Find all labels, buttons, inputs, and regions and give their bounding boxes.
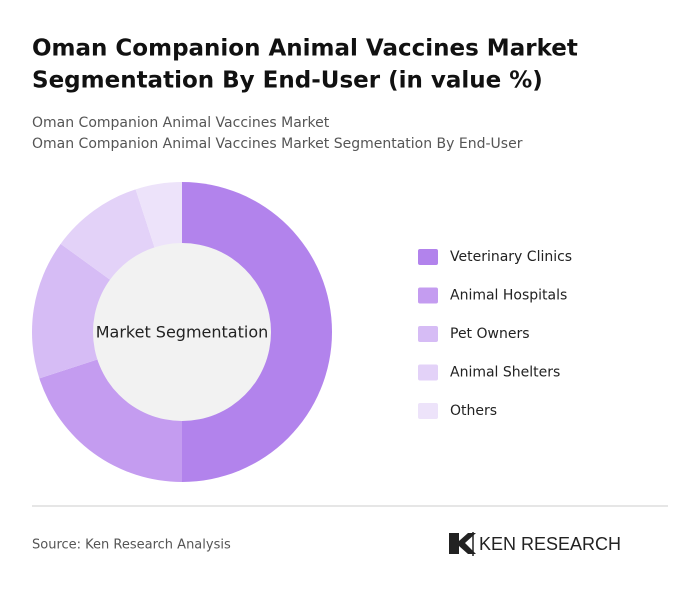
legend-label: Veterinary Clinics (450, 249, 572, 265)
legend-label: Pet Owners (450, 326, 530, 342)
logo-text: KEN RESEARCH (479, 534, 621, 554)
legend-swatch (418, 249, 438, 265)
subtitle: Oman Companion Animal Vaccines Market Se… (32, 136, 523, 152)
source: Source: Ken Research Analysis (32, 538, 231, 553)
subtitle: Oman Companion Animal Vaccines Market (32, 115, 330, 131)
legend-label: Others (450, 403, 497, 419)
legend-label: Animal Hospitals (450, 288, 567, 304)
chart-title: Segmentation By End-User (in value %) (32, 68, 543, 94)
legend-swatch (418, 364, 438, 381)
legend-swatch (418, 326, 438, 342)
legend-swatch (418, 403, 438, 419)
logo-icon (449, 533, 476, 554)
legend: Veterinary Clinics Animal Hospitals Pet Ow… (418, 249, 572, 419)
logo: KEN RESEARCH (449, 532, 621, 556)
center-label: Market Segmentation (96, 323, 269, 342)
legend-label: Animal Shelters (450, 365, 560, 381)
donut-hole (93, 243, 271, 421)
legend-swatch (418, 287, 438, 304)
chart-title: Oman Companion Animal Vaccines Market (32, 36, 578, 62)
